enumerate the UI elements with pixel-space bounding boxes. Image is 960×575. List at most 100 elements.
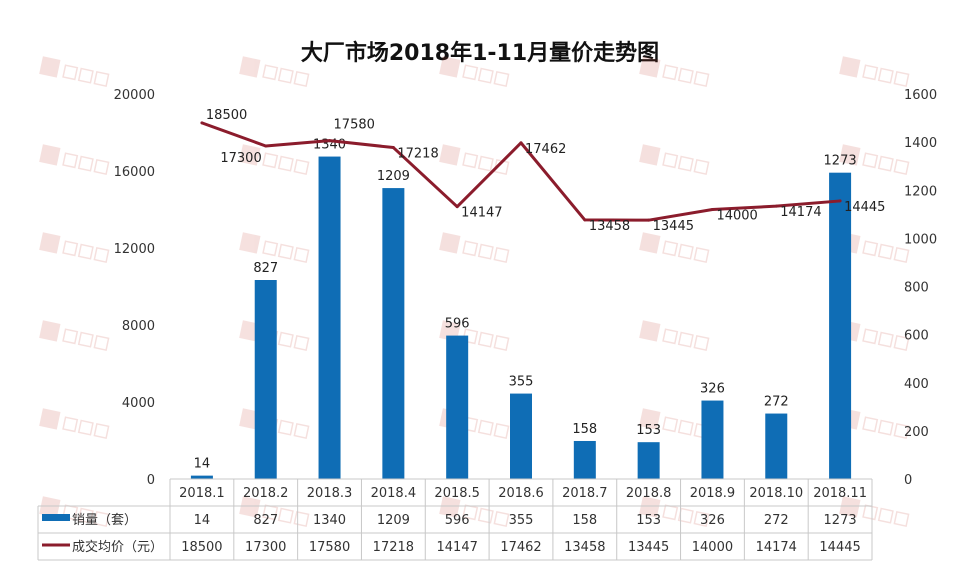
watermark [439,144,510,175]
watermark-glyph-icon [862,152,879,169]
watermark-glyph-icon [462,240,479,257]
watermark-logo-icon [239,56,261,78]
bar [190,475,213,479]
category-label: 2018.4 [371,486,417,501]
watermark [239,144,310,175]
watermark [639,232,710,263]
watermark-logo-icon [639,496,661,518]
category-label: 2018.9 [690,486,736,501]
watermark-glyph-icon [477,419,494,436]
watermark-glyph-icon [893,510,910,527]
watermark [39,408,110,439]
watermark-logo-icon [639,144,661,166]
watermark [639,408,710,439]
bar-data-label: 596 [445,317,470,332]
watermark-logo-icon [239,496,261,518]
table-cell: 1340 [313,513,346,528]
watermark [439,496,510,527]
watermark [839,496,910,527]
watermark-glyph-icon [493,510,510,527]
watermark-glyph-icon [77,155,94,172]
category-label: 2018.1 [179,486,225,501]
table-cell: 14174 [756,540,797,555]
line-point [455,205,459,209]
watermark-glyph-icon [62,328,79,345]
watermark-glyph-icon [677,67,694,84]
line-point [200,121,204,125]
category-label: 2018.11 [813,486,867,501]
watermark-glyph-icon [877,419,894,436]
watermark-logo-icon [439,144,461,166]
watermark-logo-icon [839,496,861,518]
watermark-glyph-icon [677,507,694,524]
watermark-glyph-icon [493,70,510,87]
left-axis-tick-label: 8000 [122,319,155,334]
watermark-glyph-icon [877,67,894,84]
left-axis: 0 4000 8000 12000 16000 20000 [114,88,155,488]
line-data-label: 14000 [716,209,757,224]
line-point [647,218,651,222]
line-series: 18500 17300 17580 17218 14147 17462 13458 13445… [200,108,885,234]
watermark-logo-icon [439,56,461,78]
watermark-glyph-icon [693,246,710,263]
bar [254,280,277,479]
watermark-glyph-icon [662,504,679,521]
watermark-glyph-icon [493,334,510,351]
watermark-glyph-icon [877,155,894,172]
right-axis: 0 200 400 600 800 1000 1200 1400 1600 [904,88,937,488]
watermark-glyph-icon [877,331,894,348]
watermark [639,56,710,87]
line-point [264,144,268,148]
bar [829,172,852,479]
line-point [838,199,842,203]
watermark-glyph-icon [477,155,494,172]
right-axis-tick-label: 600 [904,329,929,344]
watermark-glyph-icon [293,422,310,439]
watermark-glyph-icon [477,331,494,348]
watermark-glyph-icon [477,67,494,84]
table-cell: 18500 [181,540,222,555]
bar [446,335,469,479]
watermark-logo-icon [39,408,61,430]
watermark [39,320,110,351]
table-cell: 14 [194,513,211,528]
line-data-label: 18500 [206,108,247,123]
table-cell: 14445 [819,540,860,555]
watermark-glyph-icon [293,246,310,263]
watermark-glyph-icon [93,158,110,175]
watermark-logo-icon [639,408,661,430]
line-data-label: 17300 [220,151,261,166]
watermark [39,496,110,527]
left-axis-tick-label: 20000 [114,88,155,103]
line-data-label: 14147 [461,206,502,221]
table-cell: 596 [445,513,470,528]
line-point [583,218,587,222]
watermark-glyph-icon [662,240,679,257]
watermark-logo-icon [839,144,861,166]
category-label: 2018.2 [243,486,289,501]
right-axis-tick-label: 400 [904,377,929,392]
watermark-glyph-icon [493,422,510,439]
line-point [710,208,714,211]
right-axis-tick-label: 1000 [904,232,937,247]
watermark [839,56,910,87]
watermark-glyph-icon [862,64,879,81]
watermark [639,320,710,351]
right-axis-tick-label: 0 [904,473,912,488]
watermark-glyph-icon [77,243,94,260]
watermark-logo-icon [839,56,861,78]
left-axis-tick-label: 0 [147,473,155,488]
watermark-glyph-icon [62,64,79,81]
category-label: 2018.7 [562,486,608,501]
line-point [519,141,523,145]
watermark-glyph-icon [893,70,910,87]
bar-data-label: 272 [764,395,789,410]
watermark [239,232,310,263]
table-cell: 827 [253,513,278,528]
line-data-label: 17462 [525,142,566,157]
bar-data-label: 355 [509,375,534,390]
watermark-glyph-icon [93,510,110,527]
watermark-glyph-icon [277,155,294,172]
